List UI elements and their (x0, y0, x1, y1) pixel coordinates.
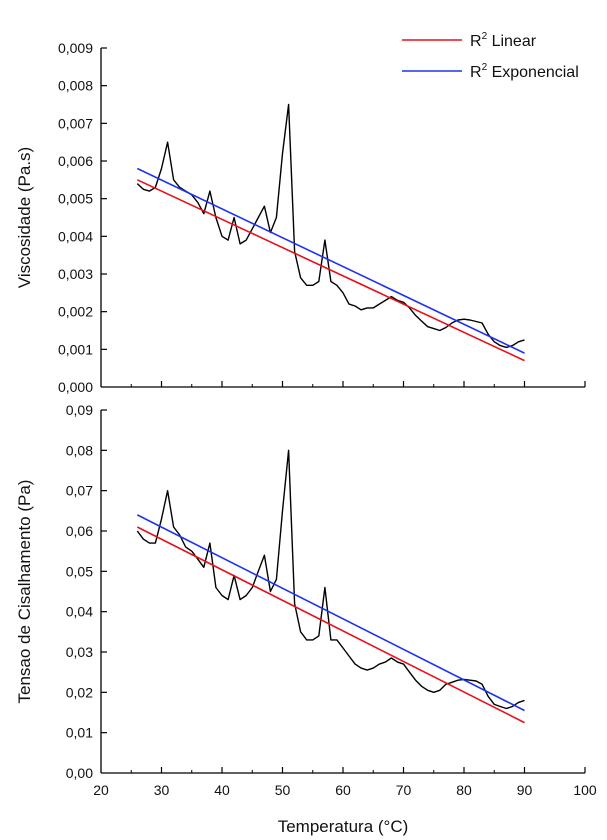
shear-y-tick-label: 0,04 (66, 604, 93, 620)
shear-y-tick-label: 0,03 (66, 644, 93, 660)
shear-series-data (136, 449, 525, 710)
shear-y-tick-label: 0,09 (66, 402, 93, 418)
x-tick-label: 80 (456, 782, 472, 798)
x-tick-label: 50 (275, 782, 291, 798)
viscosity-y-tick-label: 0,005 (58, 191, 93, 207)
viscosity-y-axis-title: Viscosidade (Pa.s) (15, 147, 34, 288)
x-tick-label: 40 (214, 782, 230, 798)
x-tick-label: 90 (517, 782, 533, 798)
viscosity-y-tick-label: 0,002 (58, 304, 93, 320)
shear-stress-panel: 0,00 0,01 0,02 0,03 0,04 0,05 0,06 0,07 0,08 0,09… (15, 402, 597, 836)
shear-series-exponencial (136, 514, 525, 712)
viscosity-series-linear (136, 179, 525, 362)
x-tick-label: 30 (154, 782, 170, 798)
shear-y-tick-label: 0,02 (66, 684, 93, 700)
viscosity-y-tick-label: 0,008 (58, 78, 93, 94)
viscosity-y-tick-label: 0,001 (58, 341, 93, 357)
viscosity-series-exponencial (136, 167, 525, 354)
viscosity-y-tick-label: 0,007 (58, 115, 93, 131)
viscosity-y-tick-label: 0,004 (58, 228, 93, 244)
legend-label-linear: R2 Linear (470, 31, 537, 50)
shear-y-tick-label: 0,01 (66, 725, 93, 741)
shear-y-tick-label: 0,07 (66, 483, 93, 499)
viscosity-y-tick-label: 0,009 (58, 40, 93, 56)
shear-y-tick-label: 0,06 (66, 523, 93, 539)
x-axis-title: Temperatura (°C) (278, 817, 409, 836)
shear-y-tick-label: 0,05 (66, 563, 93, 579)
x-tick-label: 60 (335, 782, 351, 798)
x-tick-label: 100 (573, 782, 597, 798)
viscosity-panel: 0,000 0,001 0,002 0,003 0,004 0,005 0,006 0,007… (15, 40, 586, 395)
x-tick-label: 20 (93, 782, 109, 798)
viscosity-series-data (136, 103, 525, 349)
shear-y-tick-label: 0,00 (66, 765, 93, 781)
viscosity-y-tick-label: 0,006 (58, 153, 93, 169)
viscosity-y-tick-label: 0,003 (58, 266, 93, 282)
shear-y-tick-label: 0,08 (66, 442, 93, 458)
viscosity-y-tick-label: 0,000 (58, 379, 93, 395)
legend-label-exponencial: R2 Exponencial (470, 62, 579, 81)
shear-y-axis-title: Tensao de Cisalhamento (Pa) (15, 480, 34, 704)
x-tick-label: 70 (396, 782, 412, 798)
chart-legend: R2 Linear R2 Exponencial (402, 31, 579, 81)
shear-series-linear (136, 526, 525, 724)
